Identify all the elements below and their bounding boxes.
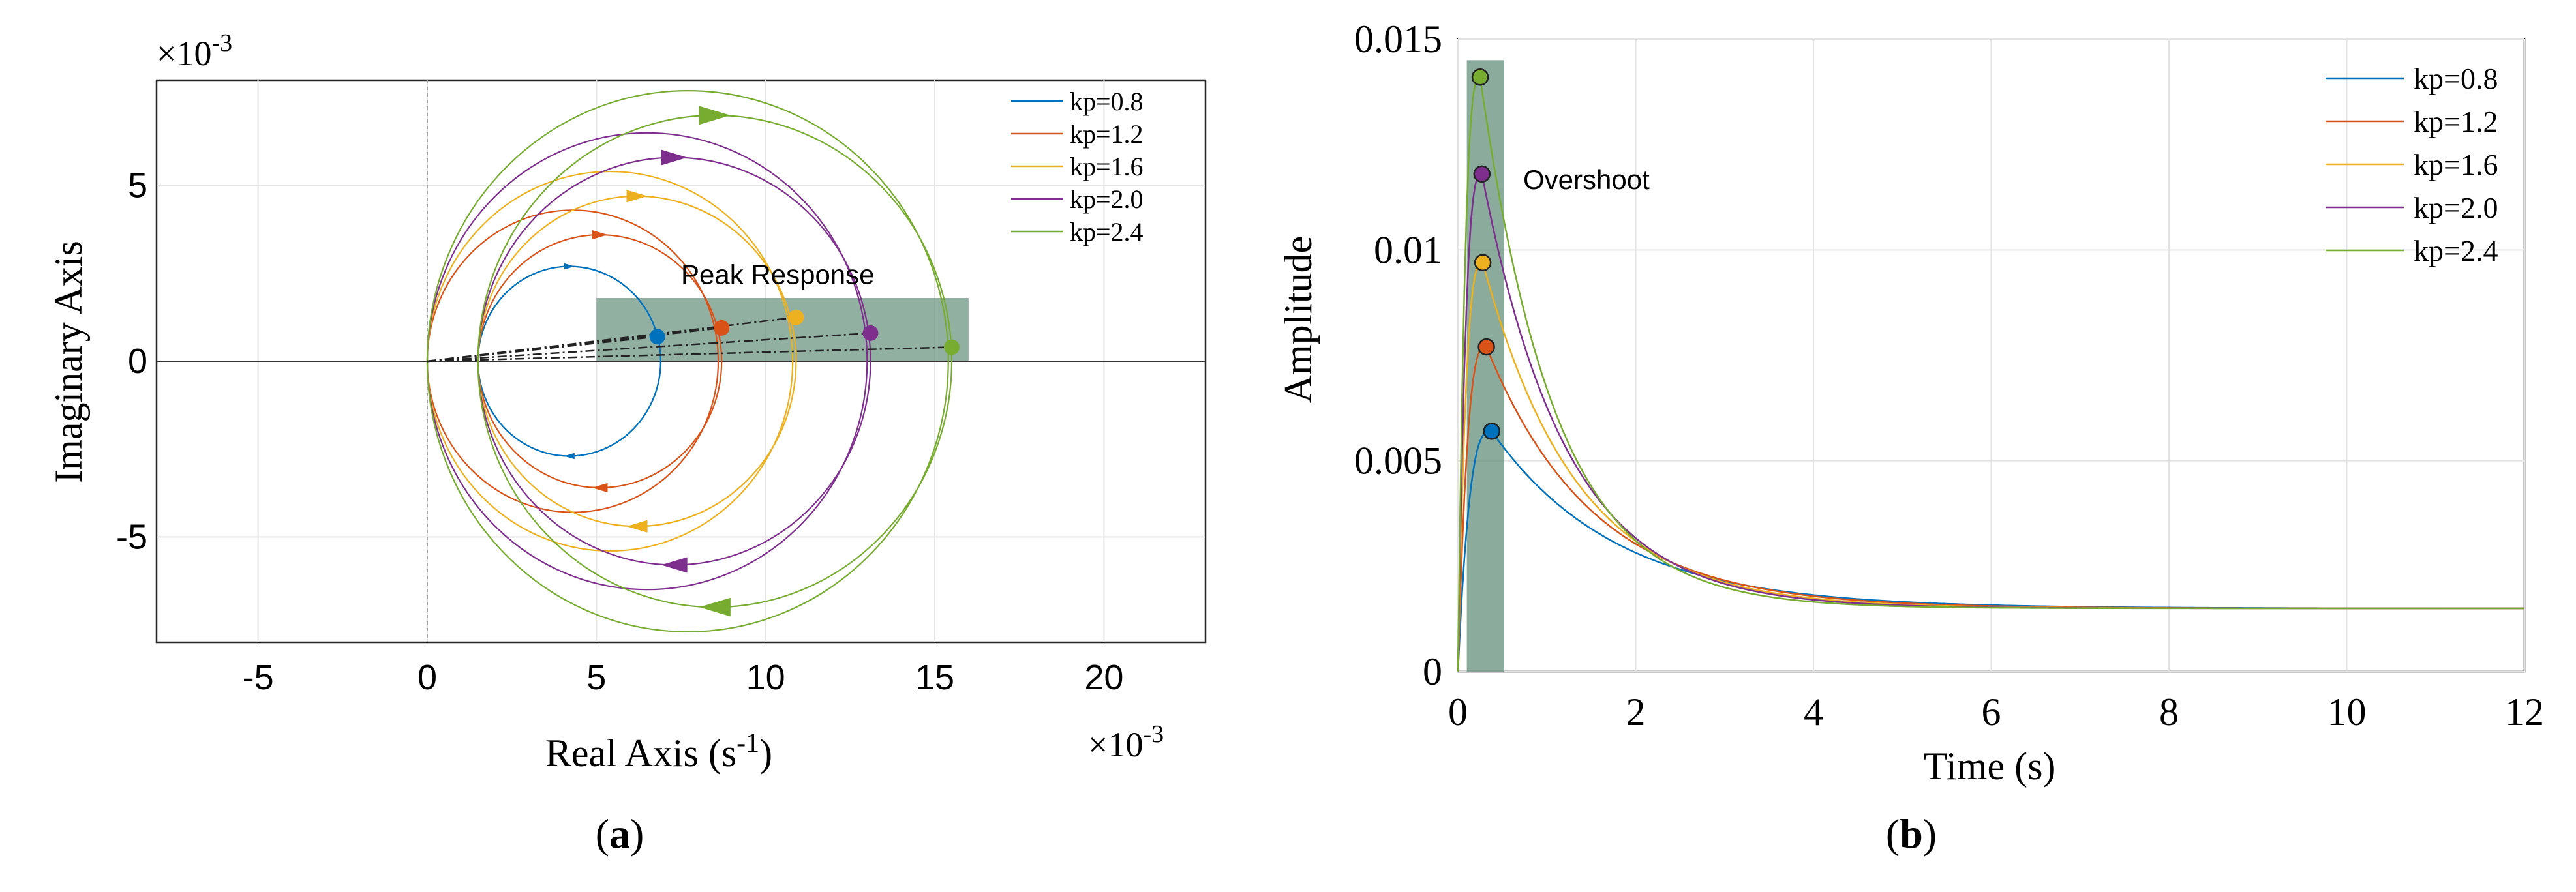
direction-arrow	[626, 190, 648, 203]
nyquist-x-axis-label: Real Axis (s-1)	[545, 728, 772, 775]
legend-item: kp=0.8	[1011, 87, 1144, 116]
legend-item: kp=1.2	[2326, 105, 2498, 138]
nyquist-series-5	[426, 90, 953, 632]
direction-arrow	[592, 483, 608, 493]
legend-label: kp=2.4	[2414, 234, 2498, 267]
peak-rays	[427, 316, 952, 363]
legend-item: kp=2.0	[2326, 191, 2498, 224]
step-x-axis-label: Time (s)	[1924, 745, 2056, 788]
peak-ray	[427, 316, 796, 363]
step-y-tick-label: 0	[1423, 650, 1442, 693]
nyquist-x-tick-label: -5	[243, 658, 274, 697]
subfigure-label-b: (b)	[1886, 810, 1937, 857]
y-exponent-power: -3	[211, 29, 232, 57]
legend-item: kp=0.8	[2326, 62, 2498, 95]
x-label-text: Real Axis (s	[545, 732, 736, 775]
legend-item: kp=1.2	[1011, 119, 1144, 149]
step-legend: kp=0.8 kp=1.2 kp=1.6 kp=2.0 kp=2.4	[2326, 62, 2498, 267]
overshoot-annotation: Overshoot	[1523, 164, 1650, 195]
x-exponent-label: ×10-3	[1088, 721, 1164, 764]
step-y-tick-label: 0.005	[1354, 439, 1442, 483]
legend-label: kp=2.0	[1070, 185, 1144, 214]
direction-arrow	[661, 557, 688, 573]
step-x-tick-label: 2	[1626, 691, 1646, 734]
legend-item: kp=1.6	[2326, 148, 2498, 181]
legend-item: kp=2.0	[1011, 185, 1144, 214]
peak-point	[714, 320, 730, 336]
overshoot-highlight	[1466, 60, 1504, 672]
nyquist-x-tick-label: 15	[915, 658, 954, 697]
step-tick-labels: 0 2 4 6 8 10 12 0 0.005 0.01 0.015	[1354, 18, 2544, 734]
peak-point	[788, 309, 804, 325]
step-response-panel: 0 2 4 6 8 10 12 0 0.005 0.01 0.015 Overshoot kp=0.…	[1277, 18, 2544, 857]
direction-arrow	[564, 453, 575, 460]
legend-item: kp=2.4	[2326, 234, 2498, 267]
overshoot-point	[1473, 165, 1491, 183]
step-x-tick-label: 6	[1982, 691, 2001, 734]
overshoot-point	[1483, 423, 1501, 440]
nyquist-x-tick-label: 20	[1084, 658, 1123, 697]
overshoot-points	[1471, 68, 1501, 440]
step-y-tick-label: 0.015	[1354, 18, 1442, 61]
peak-point	[862, 325, 879, 341]
x-exponent-power: -3	[1143, 721, 1164, 748]
nyquist-legend: kp=0.8 kp=1.2 kp=1.6 kp=2.0 kp=2.4	[1011, 87, 1144, 246]
overshoot-point	[1477, 338, 1495, 356]
direction-arrow	[699, 106, 731, 125]
direction-arrow	[592, 230, 608, 240]
direction-arrow	[626, 520, 648, 533]
direction-arrow	[564, 263, 575, 270]
nyquist-x-tick-label: 10	[746, 658, 785, 697]
nyquist-curve-inner	[426, 90, 949, 632]
nyquist-y-tick-label: -5	[116, 517, 147, 556]
y-exponent-base: ×10	[157, 34, 211, 73]
legend-item: kp=2.4	[1011, 217, 1144, 246]
legend-label: kp=1.6	[2414, 148, 2498, 181]
legend-label: kp=0.8	[1070, 87, 1144, 116]
peak-response-annotation: Peak Response	[681, 259, 875, 290]
nyquist-y-axis-label: Imaginary Axis	[47, 241, 90, 483]
nyquist-x-tick-label: 0	[417, 658, 437, 697]
step-x-tick-label: 0	[1448, 691, 1468, 734]
step-curve-5	[1457, 76, 2524, 672]
peak-points	[649, 309, 960, 355]
nyquist-y-tick-label: 0	[128, 342, 147, 381]
y-exponent-label: ×10-3	[157, 29, 232, 73]
step-curves	[1457, 76, 2524, 672]
subfigure-letter-b: b	[1900, 810, 1923, 857]
peak-point	[943, 339, 960, 355]
legend-label: kp=1.2	[1070, 119, 1144, 149]
step-x-tick-label: 8	[2159, 691, 2179, 734]
overshoot-point	[1474, 254, 1492, 271]
direction-arrow	[661, 149, 688, 166]
x-label-close: )	[759, 732, 772, 775]
step-x-tick-label: 4	[1804, 691, 1823, 734]
x-exponent-base: ×10	[1088, 725, 1143, 764]
step-y-tick-label: 0.01	[1374, 228, 1442, 271]
legend-label: kp=0.8	[2414, 62, 2498, 95]
overshoot-point	[1471, 68, 1489, 86]
legend-label: kp=1.6	[1070, 152, 1144, 181]
nyquist-panel: -5 0 5 10 15 20 -5 0 5 Peak Response kp=0.8 kp=1.…	[47, 29, 1207, 857]
step-grid	[1457, 38, 2525, 672]
nyquist-y-tick-label: 5	[128, 166, 147, 205]
legend-label: kp=2.4	[1070, 217, 1144, 246]
overshoot-region	[1466, 60, 1504, 672]
step-y-axis-label: Amplitude	[1277, 236, 1320, 404]
legend-item: kp=1.6	[1011, 152, 1144, 181]
legend-label: kp=1.2	[2414, 105, 2498, 138]
legend-label: kp=2.0	[2414, 191, 2498, 224]
nyquist-tick-labels: -5 0 5 10 15 20 -5 0 5	[116, 166, 1123, 697]
peak-point	[649, 329, 665, 345]
x-label-superscript: -1	[736, 728, 759, 758]
step-x-tick-label: 12	[2505, 691, 2544, 734]
subfigure-letter-a: a	[609, 810, 630, 857]
nyquist-x-tick-label: 5	[586, 658, 606, 697]
step-x-tick-label: 10	[2327, 691, 2367, 734]
direction-arrow	[699, 597, 731, 617]
peak-ray	[427, 332, 871, 363]
subfigure-label-a: (a)	[596, 810, 644, 857]
